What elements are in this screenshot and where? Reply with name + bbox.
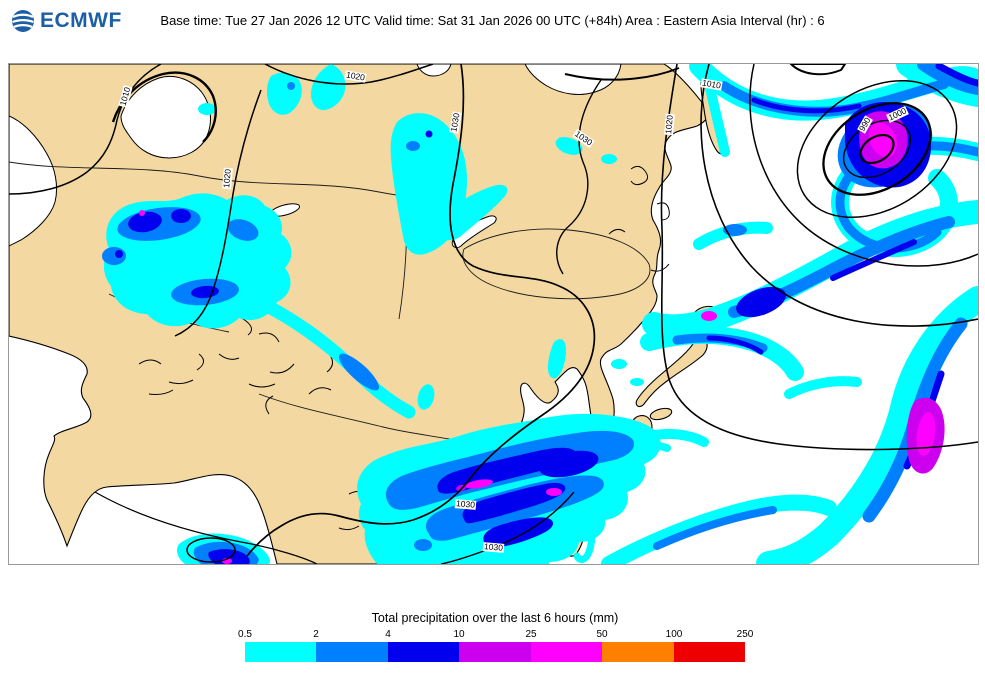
legend-swatch (316, 642, 388, 662)
legend-tick: 0.5 (238, 629, 252, 640)
legend-tick: 10 (453, 629, 465, 640)
legend-swatch (459, 642, 531, 662)
isobar-label: 1030 (454, 498, 477, 510)
isobar-label: 1030 (482, 541, 505, 553)
legend-swatch (602, 642, 674, 662)
legend-swatch (673, 642, 745, 662)
legend-ticks: 0.5 2 4 10 25 50 100 250 (238, 629, 753, 642)
isobar-label: 1020 (221, 167, 233, 190)
inland-seas (9, 64, 847, 249)
ecmwf-swirl-icon (12, 10, 34, 32)
ecmwf-logo-text: ECMWF (40, 9, 122, 32)
legend-tick: 50 (596, 629, 608, 640)
legend-tick: 4 (385, 629, 391, 640)
legend-tick: 2 (313, 629, 319, 640)
weather-map: 1010 1020 1030 1030 1020 1010 1000 990 1… (8, 63, 979, 565)
ecmwf-logo: ECMWF (10, 8, 122, 34)
chart-title: Base time: Tue 27 Jan 2026 12 UTC Valid … (160, 13, 825, 28)
legend-swatch (530, 642, 603, 662)
legend-color-bar (245, 642, 745, 662)
legend-tick: 100 (665, 629, 683, 640)
legend-swatch (387, 642, 460, 662)
legend-tick: 250 (736, 629, 754, 640)
isobar-contours (9, 64, 978, 564)
precip-magenta (139, 122, 936, 564)
precipitation-legend: Total precipitation over the last 6 hour… (238, 611, 753, 662)
isobar-label: 1020 (663, 113, 675, 136)
map-canvas (9, 64, 978, 564)
legend-tick: 25 (525, 629, 537, 640)
legend-swatch (245, 642, 317, 662)
legend-title: Total precipitation over the last 6 hour… (371, 611, 619, 625)
